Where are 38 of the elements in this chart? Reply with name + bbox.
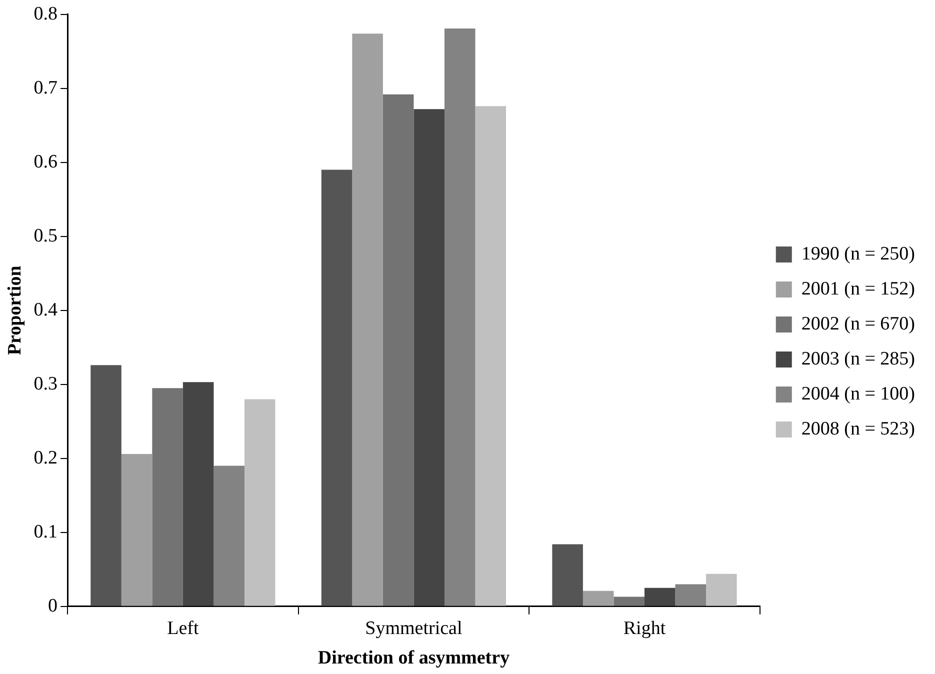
bar: [382, 94, 414, 606]
bar: [352, 34, 383, 606]
y-tick-label: 0.6: [34, 151, 58, 172]
bar: [182, 382, 214, 606]
bar: [706, 574, 737, 606]
bar: [444, 28, 476, 606]
bar: [582, 590, 614, 606]
y-tick-label: 0.7: [34, 77, 58, 98]
legend-label: 2008 (n = 523): [801, 418, 916, 440]
x-tick-label: Symmetrical: [365, 618, 462, 639]
legend-label: 1990 (n = 250): [801, 243, 916, 264]
bar: [414, 109, 444, 606]
y-tick-label: 0.3: [34, 373, 58, 394]
x-axis-title: Direction of asymmetry: [318, 648, 510, 669]
bar: [552, 544, 583, 606]
bar: [321, 170, 352, 606]
legend-label: 2001 (n = 152): [801, 278, 916, 300]
bar: [644, 588, 676, 606]
y-tick-label: 0.5: [34, 225, 58, 246]
y-axis-title: Proportion: [4, 265, 26, 356]
bar: [614, 596, 644, 606]
bar: [152, 388, 183, 606]
legend-label: 2002 (n = 670): [801, 313, 916, 334]
legend-label: 2003 (n = 285): [801, 348, 916, 370]
x-tick-label: Right: [623, 618, 666, 639]
legend-label: 2004 (n = 100): [801, 383, 916, 404]
bar: [244, 399, 276, 606]
bar: [90, 365, 122, 606]
bar: [475, 106, 506, 606]
y-tick-label: 0.1: [34, 521, 58, 542]
bar: [214, 466, 244, 606]
y-tick-label: 0.2: [34, 447, 58, 468]
y-tick-label: 0.8: [34, 3, 58, 24]
x-tick-label: Left: [167, 618, 200, 639]
y-tick-label: 0.4: [34, 299, 58, 320]
y-tick-label: 0: [48, 595, 58, 616]
bar: [675, 584, 706, 606]
bar: [121, 454, 152, 606]
